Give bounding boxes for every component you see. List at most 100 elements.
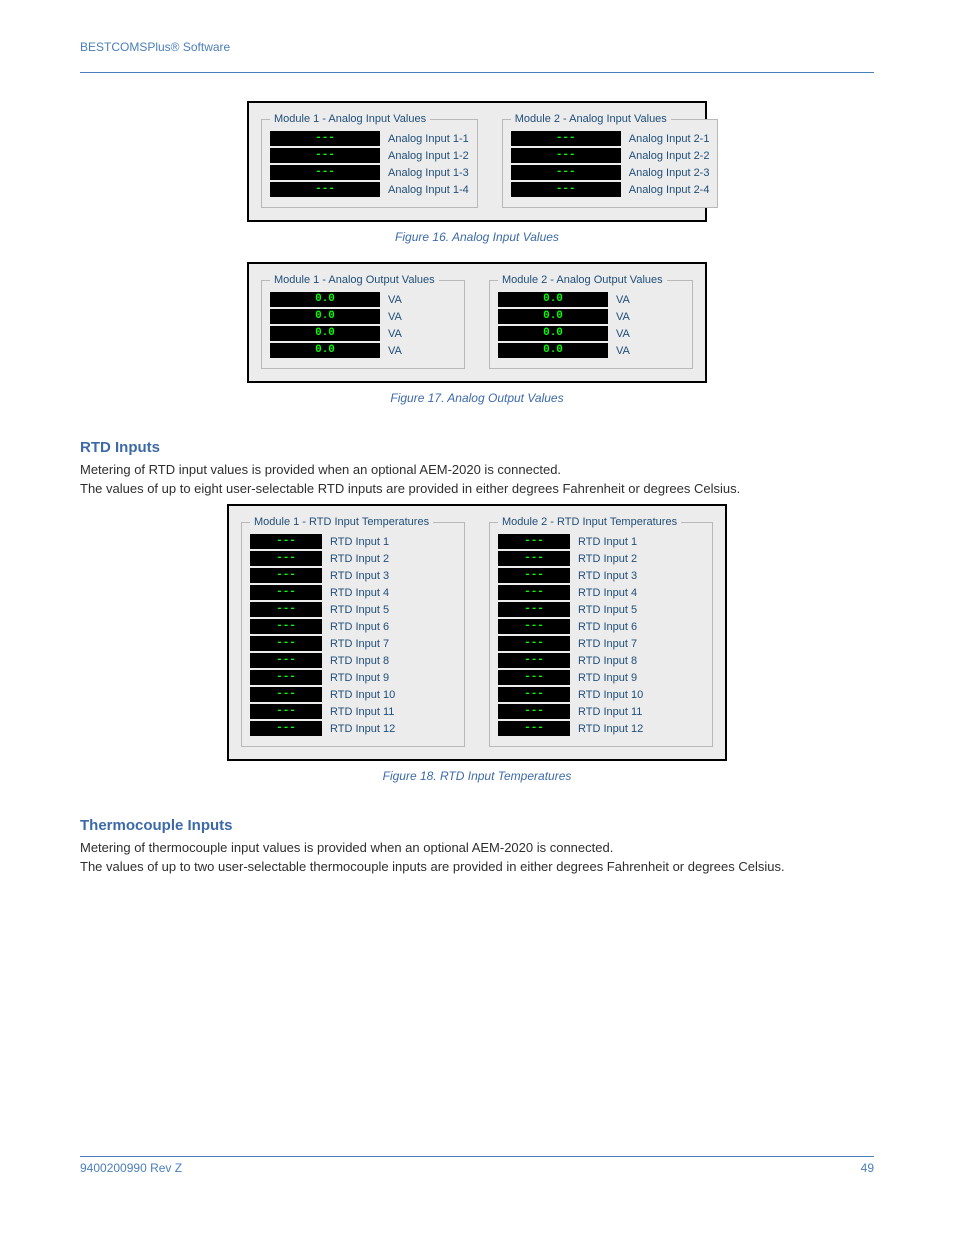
value-label: RTD Input 3 [578, 570, 637, 582]
value-readout: --- [250, 534, 322, 549]
value-readout: --- [270, 148, 380, 163]
value-readout: --- [498, 619, 570, 634]
footer-rule [80, 1156, 874, 1157]
value-readout: --- [250, 602, 322, 617]
value-label: RTD Input 6 [578, 621, 637, 633]
rtd-para2: The values of up to eight user-selectabl… [80, 481, 874, 496]
value-readout: --- [250, 687, 322, 702]
value-row: ---RTD Input 7 [250, 636, 456, 651]
value-readout: --- [250, 636, 322, 651]
value-row: --- RTD Input 4 [498, 585, 704, 600]
value-readout: 0.0 [270, 292, 380, 307]
value-readout: --- [511, 131, 621, 146]
value-readout: --- [250, 704, 322, 719]
value-readout: 0.0 [498, 326, 608, 341]
value-readout: --- [250, 585, 322, 600]
value-row: 0.0 VA [498, 326, 684, 341]
value-readout: --- [250, 619, 322, 634]
analog-out-module1-rows: 0.0VA0.0VA0.0VA0.0VA [270, 292, 456, 358]
value-row: ---RTD Input 2 [498, 551, 704, 566]
value-readout: 0.0 [498, 292, 608, 307]
value-readout: --- [498, 534, 570, 549]
value-label: RTD Input 5 [330, 604, 389, 616]
analog-output-panel: Module 1 - Analog Output Values 0.0 VA 0.0… [247, 262, 707, 383]
value-row: ---RTD Input 3 [498, 568, 704, 583]
value-readout: --- [498, 585, 570, 600]
value-label: VA [616, 345, 630, 357]
value-row: 0.0VA [498, 292, 684, 307]
value-row: --- Analog Input 2-1 [511, 131, 710, 146]
value-label: RTD Input 4 [330, 587, 389, 599]
value-readout: --- [250, 670, 322, 685]
analog-input-panel: Module 1 - Analog Input Values ---Analog… [247, 101, 707, 222]
value-row: ---RTD Input 7 [498, 636, 704, 651]
analog-in-module2: Module 2 - Analog Input Values --- Analog… [502, 113, 719, 208]
value-row: ---RTD Input 8 [498, 653, 704, 668]
header-left: BESTCOMSPlus® Software [80, 40, 230, 54]
value-readout: 0.0 [270, 343, 380, 358]
value-row: --- RTD Input 3 [250, 568, 456, 583]
value-readout: 0.0 [498, 343, 608, 358]
value-readout: --- [498, 721, 570, 736]
value-label: RTD Input 4 [578, 587, 637, 599]
analog-out-caption: Figure 17. Analog Output Values [80, 391, 874, 405]
value-label: RTD Input 10 [330, 689, 395, 701]
value-row: 0.0 VA [270, 343, 456, 358]
value-row: 0.0 VA [498, 309, 684, 324]
value-row: ---Analog Input 1-1 [270, 131, 469, 146]
value-row: ---RTD Input 1 [498, 534, 704, 549]
value-readout: --- [498, 602, 570, 617]
value-label: RTD Input 8 [578, 655, 637, 667]
value-row: --- RTD Input 5 [498, 602, 704, 617]
value-label: RTD Input 5 [578, 604, 637, 616]
value-readout: --- [511, 165, 621, 180]
value-row: ---RTD Input 10 [498, 687, 704, 702]
value-readout: --- [498, 670, 570, 685]
value-row: --- RTD Input 4 [250, 585, 456, 600]
value-row: ---RTD Input 2 [250, 551, 456, 566]
value-label: Analog Input 2-3 [629, 167, 710, 179]
rtd-module1-title: Module 1 - RTD Input Temperatures [250, 516, 433, 528]
value-row: ---RTD Input 9 [498, 670, 704, 685]
value-label: VA [388, 345, 402, 357]
value-label: RTD Input 2 [330, 553, 389, 565]
value-readout: --- [270, 131, 380, 146]
footer-right: 49 [861, 1161, 874, 1175]
value-readout: 0.0 [498, 309, 608, 324]
rtd-module1: Module 1 - RTD Input Temperatures ---RTD… [241, 516, 465, 747]
value-label: Analog Input 1-2 [388, 150, 469, 162]
analog-in-module1: Module 1 - Analog Input Values ---Analog… [261, 113, 478, 208]
value-label: RTD Input 11 [330, 706, 394, 718]
value-label: Analog Input 2-1 [629, 133, 710, 145]
tc-para1: Metering of thermocouple input values is… [80, 840, 874, 855]
value-label: RTD Input 8 [330, 655, 389, 667]
value-readout: --- [250, 568, 322, 583]
value-readout: --- [498, 704, 570, 719]
value-label: VA [388, 294, 402, 306]
value-row: --- RTD Input 9 [250, 670, 456, 685]
value-label: RTD Input 7 [578, 638, 637, 650]
value-readout: --- [270, 165, 380, 180]
analog-out-module1-title: Module 1 - Analog Output Values [270, 274, 439, 286]
value-label: VA [616, 328, 630, 340]
rtd-heading: RTD Inputs [80, 439, 874, 456]
value-label: VA [388, 328, 402, 340]
footer-left: 9400200990 Rev Z [80, 1161, 182, 1175]
value-row: --- RTD Input 10 [250, 687, 456, 702]
value-readout: --- [511, 182, 621, 197]
value-label: RTD Input 12 [330, 723, 395, 735]
rtd-module2-rows: ---RTD Input 1---RTD Input 2---RTD Input… [498, 534, 704, 736]
rtd-caption: Figure 18. RTD Input Temperatures [80, 769, 874, 783]
value-row: ---RTD Input 11 [498, 704, 704, 719]
value-row: --- RTD Input 6 [498, 619, 704, 634]
value-label: RTD Input 10 [578, 689, 643, 701]
value-readout: --- [270, 182, 380, 197]
value-label: VA [616, 311, 630, 323]
value-label: RTD Input 9 [330, 672, 389, 684]
value-label: VA [388, 311, 402, 323]
analog-in-caption: Figure 16. Analog Input Values [80, 230, 874, 244]
tc-heading: Thermocouple Inputs [80, 817, 874, 834]
analog-in-module2-title: Module 2 - Analog Input Values [511, 113, 671, 125]
value-label: RTD Input 3 [330, 570, 389, 582]
analog-out-module2-title: Module 2 - Analog Output Values [498, 274, 667, 286]
